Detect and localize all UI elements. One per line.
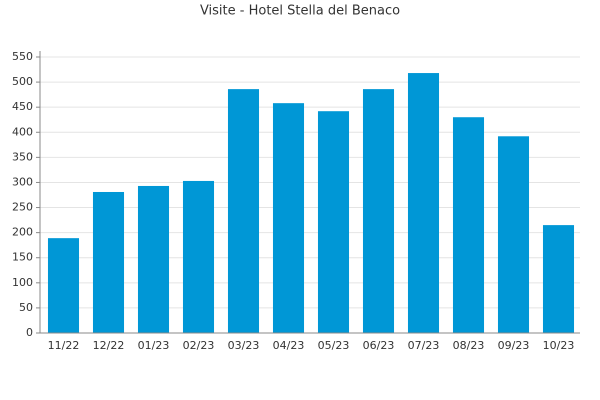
- y-tick-label: 250: [12, 201, 33, 214]
- bar: [497, 136, 530, 333]
- x-tick-label: 05/23: [318, 339, 350, 352]
- x-tick-label: 01/23: [138, 339, 170, 352]
- y-tick-label: 450: [12, 100, 33, 113]
- bar: [272, 103, 305, 334]
- chart-title: Visite - Hotel Stella del Benaco: [200, 4, 400, 19]
- bar: [47, 238, 80, 333]
- bar: [92, 191, 125, 333]
- bar: [407, 73, 440, 334]
- bar: [452, 117, 485, 333]
- y-tick-label: 400: [12, 125, 33, 138]
- x-tick-label: 07/23: [408, 339, 440, 352]
- bar: [317, 111, 350, 333]
- bar: [362, 89, 395, 333]
- y-tick-label: 200: [12, 226, 33, 239]
- bar: [542, 225, 575, 333]
- y-tick-label: 300: [12, 175, 33, 188]
- x-tick-label: 02/23: [183, 339, 215, 352]
- x-tick-label: 03/23: [228, 339, 260, 352]
- bar: [182, 180, 215, 333]
- x-tick-label: 08/23: [453, 339, 485, 352]
- y-tick-label: 550: [12, 50, 33, 63]
- y-tick-label: 500: [12, 75, 33, 88]
- bar: [227, 89, 260, 333]
- y-tick-label: 350: [12, 150, 33, 163]
- x-tick-label: 12/22: [93, 339, 125, 352]
- y-tick-label: 100: [12, 276, 33, 289]
- x-tick-label: 09/23: [498, 339, 530, 352]
- x-tick-label: 11/22: [48, 339, 80, 352]
- x-tick-label: 04/23: [273, 339, 305, 352]
- y-tick-label: 0: [26, 326, 33, 339]
- y-tick-label: 50: [19, 301, 33, 314]
- x-tick-label: 10/23: [543, 339, 575, 352]
- x-tick-label: 06/23: [363, 339, 395, 352]
- bar: [137, 185, 170, 333]
- y-tick-label: 150: [12, 251, 33, 264]
